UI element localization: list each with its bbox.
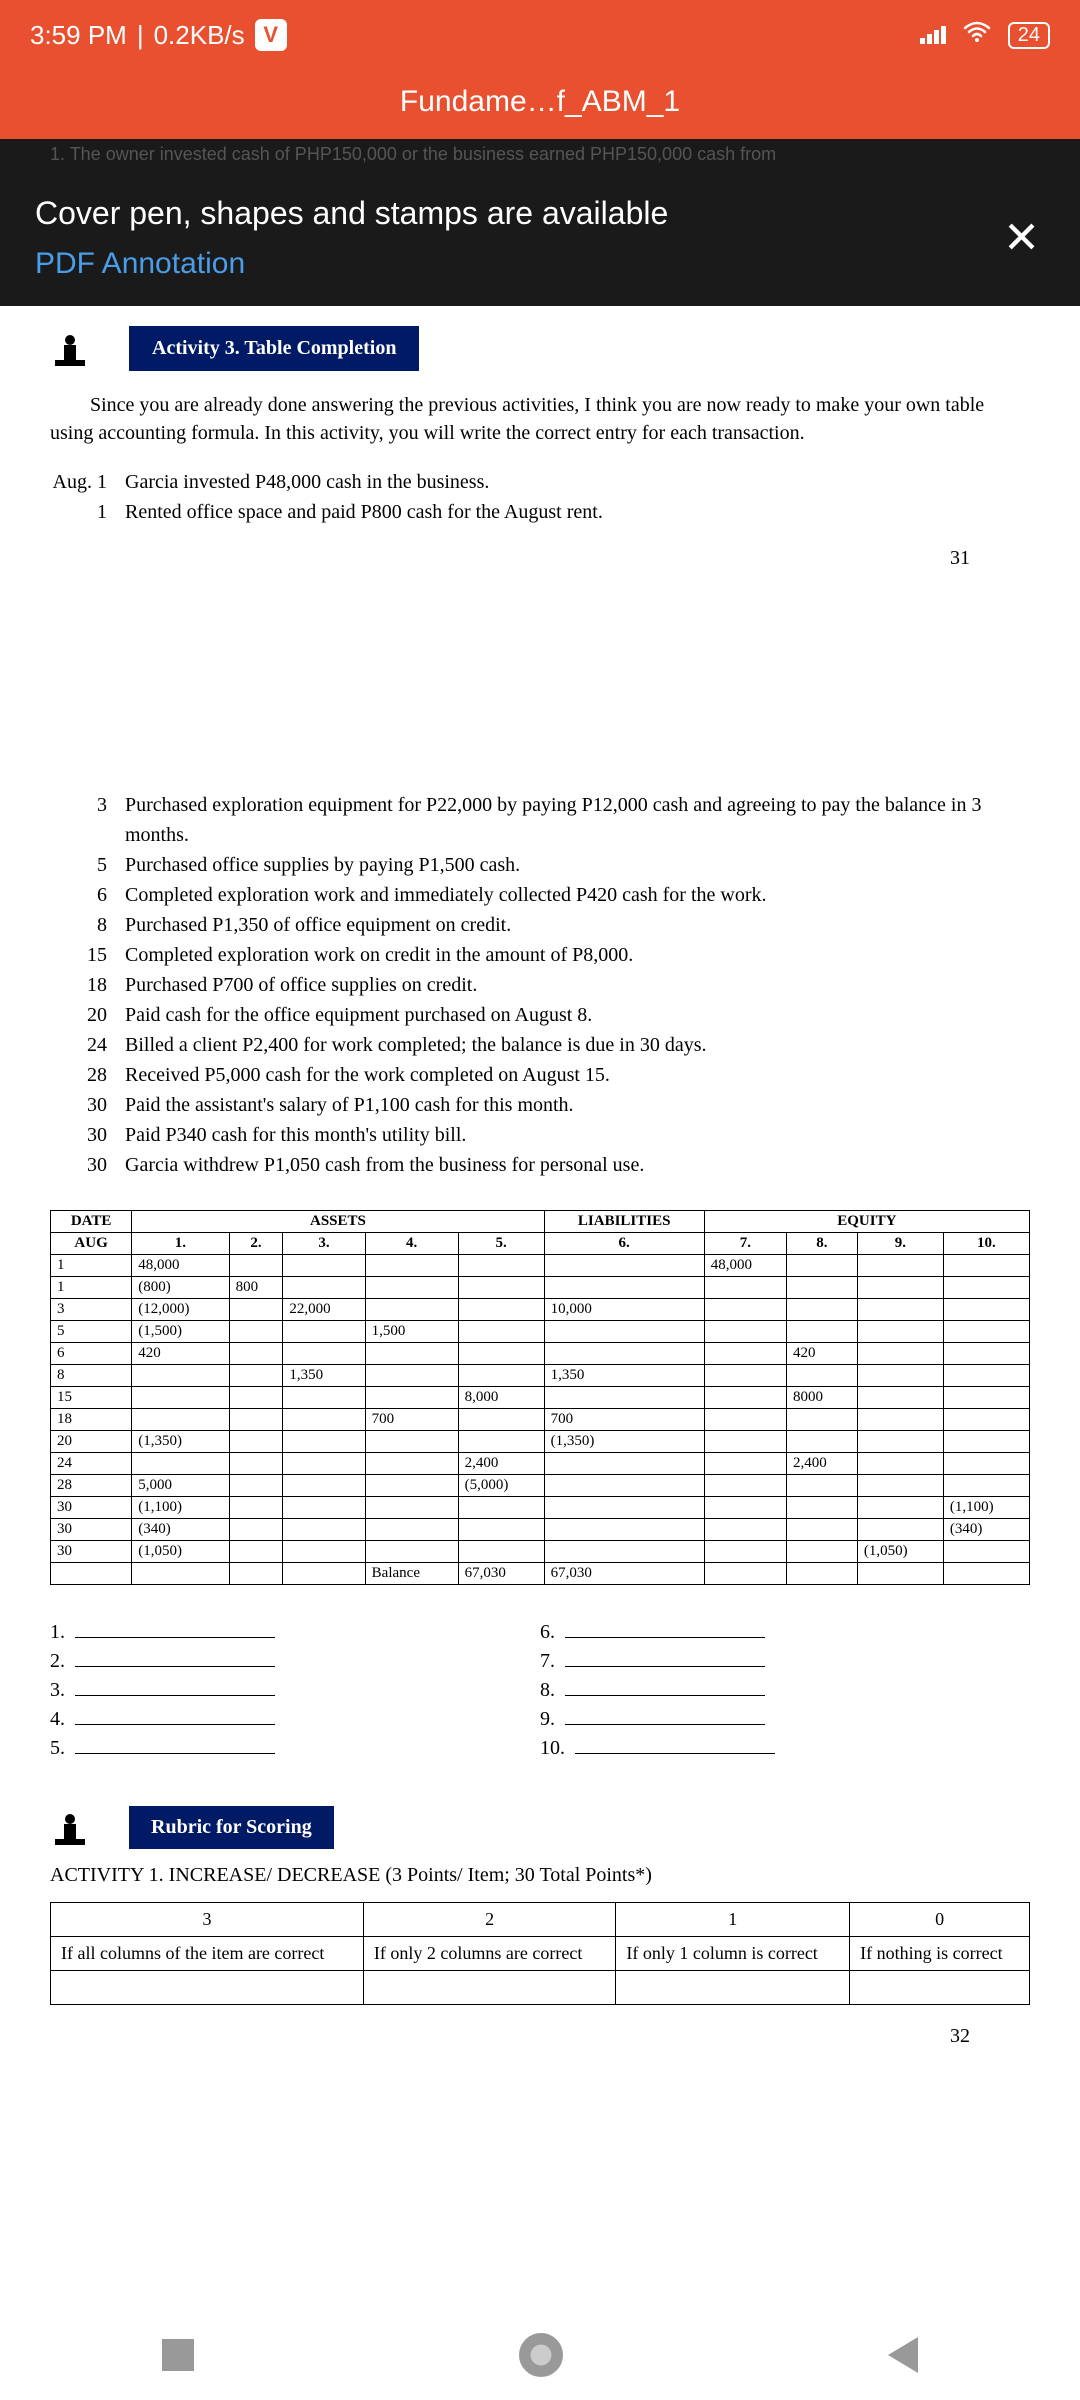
transaction-row: 15Completed exploration work on credit i…: [50, 940, 1030, 970]
notification-banner[interactable]: Cover pen, shapes and stamps are availab…: [0, 170, 1080, 306]
blanks-right: 6. 7. 8. 9. 10.: [540, 1615, 1030, 1766]
transaction-row: 6Completed exploration work and immediat…: [50, 880, 1030, 910]
transaction-row: 20Paid cash for the office equipment pur…: [50, 1000, 1030, 1030]
presenter-icon: [50, 1809, 90, 1849]
table-row: 6420420: [51, 1343, 1030, 1365]
transaction-row: 30Paid the assistant's salary of P1,100 …: [50, 1090, 1030, 1120]
table-row: 30(1,100)(1,100): [51, 1497, 1030, 1519]
doc-title: Fundame…f_ABM_1: [400, 85, 680, 118]
blank-item: 6.: [540, 1621, 1030, 1644]
table-row: Balance67,03067,030: [51, 1563, 1030, 1585]
banner-title: Cover pen, shapes and stamps are availab…: [35, 195, 1045, 232]
accounting-table: DATEASSETSLIABILITIESEQUITYAUG1.2.3.4.5.…: [50, 1210, 1030, 1585]
home-button[interactable]: [519, 2333, 563, 2377]
close-icon[interactable]: ✕: [1003, 213, 1040, 264]
transaction-row: 30Paid P340 cash for this month's utilit…: [50, 1120, 1030, 1150]
status-right: 24: [920, 20, 1050, 51]
blank-item: 8.: [540, 1679, 1030, 1702]
table-row: 242,4002,400: [51, 1453, 1030, 1475]
blanks-left: 1. 2. 3. 4. 5.: [50, 1615, 540, 1766]
document-content: Activity 3. Table Completion Since you a…: [0, 306, 1080, 2088]
transactions-list: 3Purchased exploration equipment for P22…: [50, 790, 1030, 1180]
activity-intro: Since you are already done answering the…: [50, 391, 1030, 447]
activity-label: Activity 3. Table Completion: [129, 326, 419, 371]
rubric-header: Rubric for Scoring: [50, 1766, 1030, 1849]
transaction-row: 5Purchased office supplies by paying P1,…: [50, 850, 1030, 880]
signal-icon: [920, 26, 946, 44]
transaction-row: 28Received P5,000 cash for the work comp…: [50, 1060, 1030, 1090]
status-speed: 0.2KB/s: [154, 20, 245, 51]
transaction-row: 18Purchased P700 of office supplies on c…: [50, 970, 1030, 1000]
table-row: 30(1,050)(1,050): [51, 1541, 1030, 1563]
page-number-32: 32: [110, 2025, 970, 2048]
rubric-label: Rubric for Scoring: [129, 1806, 334, 1849]
transaction-row: 1Rented office space and paid P800 cash …: [50, 497, 1030, 527]
top-transactions: Aug. 1Garcia invested P48,000 cash in th…: [50, 467, 1030, 527]
blank-item: 9.: [540, 1708, 1030, 1731]
blank-item: 7.: [540, 1650, 1030, 1673]
activity-header: Activity 3. Table Completion: [50, 326, 1030, 371]
status-bar: 3:59 PM | 0.2KB/s V 24: [0, 0, 1080, 70]
battery-icon: 24: [1008, 22, 1050, 49]
android-navbar: [0, 2310, 1080, 2400]
presenter-icon: [50, 330, 90, 370]
blank-item: 5.: [50, 1737, 540, 1760]
recent-apps-button[interactable]: [162, 2339, 194, 2371]
transaction-row: 30Garcia withdrew P1,050 cash from the b…: [50, 1150, 1030, 1180]
table-row: 3(12,000)22,00010,000: [51, 1299, 1030, 1321]
transaction-row: 24Billed a client P2,400 for work comple…: [50, 1030, 1030, 1060]
obscured-content: 1. The owner invested cash of PHP150,000…: [0, 139, 1080, 170]
table-row: 158,0008000: [51, 1387, 1030, 1409]
transaction-row: 3Purchased exploration equipment for P22…: [50, 790, 1030, 850]
table-row: 20(1,350)(1,350): [51, 1431, 1030, 1453]
blank-item: 3.: [50, 1679, 540, 1702]
table-row: 5(1,500)1,500: [51, 1321, 1030, 1343]
rubric-title: ACTIVITY 1. INCREASE/ DECREASE (3 Points…: [50, 1864, 1030, 1887]
blank-item: 1.: [50, 1621, 540, 1644]
blank-item: 10.: [540, 1737, 1030, 1760]
table-row: 18700700: [51, 1409, 1030, 1431]
app-header: Fundame…f_ABM_1: [0, 70, 1080, 139]
status-time: 3:59 PM: [30, 20, 127, 51]
transaction-row: 8Purchased P1,350 of office equipment on…: [50, 910, 1030, 940]
table-row: 30(340)(340): [51, 1519, 1030, 1541]
table-row: 81,3501,350: [51, 1365, 1030, 1387]
status-sep: |: [137, 20, 144, 51]
table-row: 285,000(5,000): [51, 1475, 1030, 1497]
page-number-31: 31: [110, 547, 970, 570]
blank-item: 2.: [50, 1650, 540, 1673]
transaction-row: Aug. 1Garcia invested P48,000 cash in th…: [50, 467, 1030, 497]
table-row: 1(800)800: [51, 1277, 1030, 1299]
table-row: 148,00048,000: [51, 1255, 1030, 1277]
blank-answers: 1. 2. 3. 4. 5. 6. 7. 8. 9. 10.: [50, 1615, 1030, 1766]
rubric-table: 3210If all columns of the item are corre…: [50, 1902, 1030, 2005]
wifi-icon: [962, 20, 992, 51]
v-icon: V: [255, 19, 287, 51]
back-button[interactable]: [888, 2337, 918, 2373]
status-left: 3:59 PM | 0.2KB/s V: [30, 19, 287, 51]
blank-item: 4.: [50, 1708, 540, 1731]
banner-link[interactable]: PDF Annotation: [35, 247, 1045, 281]
